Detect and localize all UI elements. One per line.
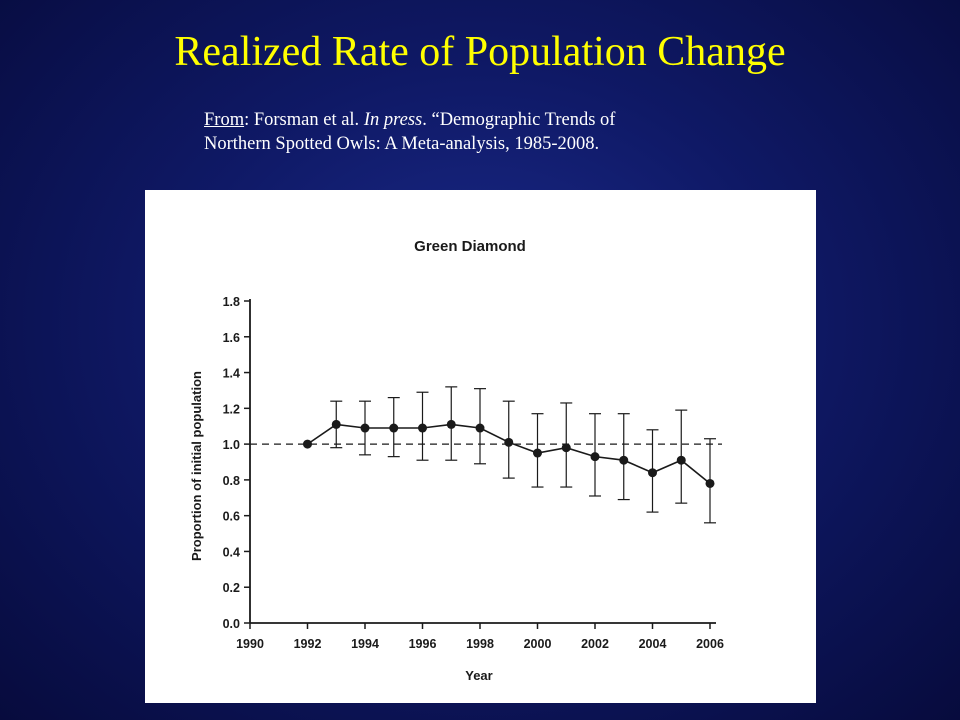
data-point — [389, 423, 399, 433]
data-point — [648, 468, 657, 478]
citation-title-line1: . “Demographic Trends of — [422, 110, 616, 130]
citation: From: Forsman et al. In press. “Demograp… — [204, 108, 824, 156]
x-tick-label: 1996 — [409, 637, 437, 651]
data-point — [533, 448, 542, 458]
data-point — [446, 419, 456, 429]
data-point — [360, 423, 370, 433]
data-point — [418, 423, 427, 433]
y-tick-label: 1.2 — [223, 402, 240, 416]
y-tick-label: 0.4 — [223, 545, 240, 559]
slide-title: Realized Rate of Population Change — [174, 29, 786, 75]
x-tick-label: 1998 — [466, 637, 494, 651]
citation-authors: : Forsman et al. — [244, 110, 364, 130]
x-axis-label: Year — [465, 668, 492, 683]
data-point — [475, 423, 485, 433]
x-tick-label: 1992 — [294, 637, 322, 651]
data-point — [590, 452, 600, 462]
data-point — [331, 419, 341, 429]
figure-panel: Green Diamond Proportion of initial popu… — [145, 190, 816, 703]
y-tick-label: 0.0 — [223, 617, 240, 631]
x-tick-label: 2002 — [581, 637, 609, 651]
x-tick-label: 2004 — [639, 637, 667, 651]
chart-title: Green Diamond — [414, 238, 526, 255]
axes: 0.0 0.2 0.4 0.6 0.8 1.0 1.2 1.4 1.6 1.8 1990 1992 19… — [223, 295, 724, 651]
chart-marks — [250, 386, 722, 524]
data-point — [619, 455, 629, 465]
y-tick-label: 0.8 — [223, 474, 240, 488]
x-tick-label: 2006 — [696, 637, 724, 651]
y-tick-label: 1.0 — [223, 438, 240, 452]
x-tick-label: 1994 — [351, 637, 379, 651]
citation-from-label: From — [204, 110, 245, 130]
x-tick-label: 2000 — [524, 637, 552, 651]
y-tick-label: 1.4 — [223, 367, 240, 381]
data-point — [303, 439, 312, 449]
y-tick-label: 1.8 — [223, 295, 240, 309]
citation-status: In press — [363, 110, 423, 130]
y-tick-label: 1.6 — [223, 331, 240, 345]
data-point — [561, 443, 571, 453]
y-tick-label: 0.6 — [223, 510, 240, 524]
citation-title-line2: Northern Spotted Owls: A Meta-analysis, … — [204, 134, 600, 154]
population-chart: Green Diamond Proportion of initial popu… — [189, 238, 724, 683]
data-point — [705, 478, 715, 488]
y-axis-label: Proportion of initial population — [189, 371, 204, 561]
y-tick-label: 0.2 — [223, 581, 240, 595]
x-tick-label: 1990 — [236, 637, 264, 651]
data-point — [676, 455, 686, 465]
data-point — [504, 437, 514, 447]
